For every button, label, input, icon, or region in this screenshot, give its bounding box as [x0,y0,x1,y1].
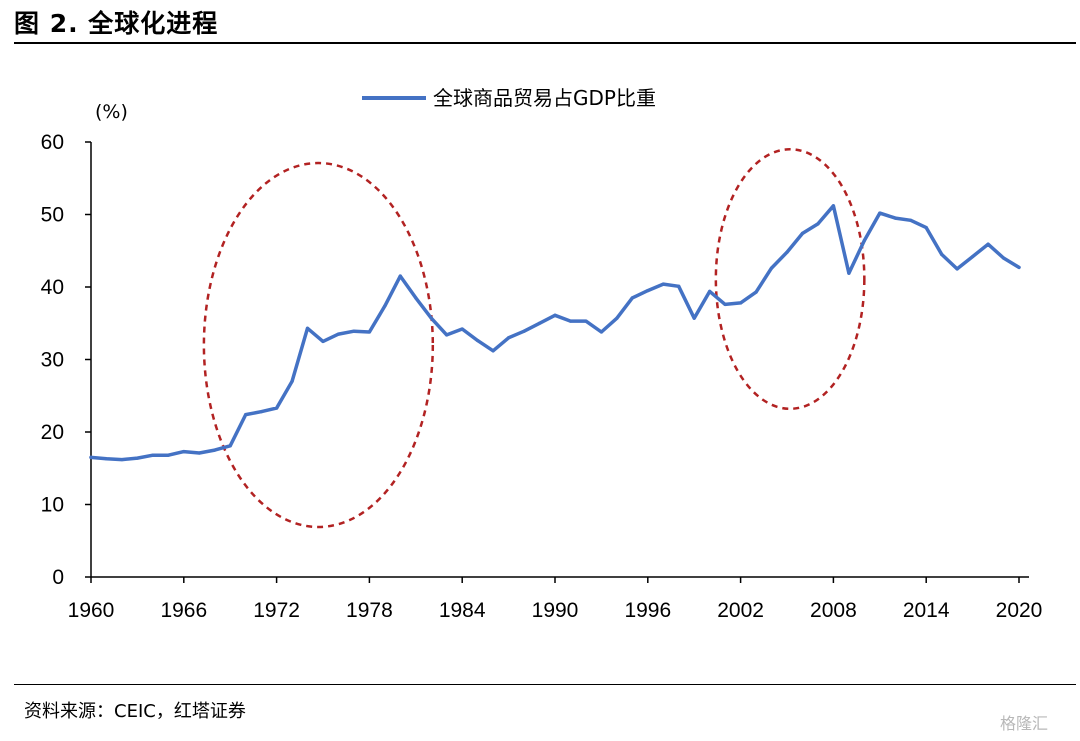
axes: 0 10 20 30 40 50 60 1960 1966 1972 1978 1984 1990 199… [41,131,1043,622]
data-point [677,284,681,288]
data-point [290,379,294,383]
x-tick-label: 1990 [532,599,579,622]
data-point [739,301,743,305]
x-tick-label: 2014 [903,599,950,622]
data-point [800,231,805,235]
data-point [1017,265,1021,270]
data-point [151,453,155,457]
data-point [507,336,511,340]
x-tick-label: 1960 [68,599,115,622]
x-tick-label: 2008 [810,599,857,622]
data-point [909,218,913,222]
series [89,204,1021,462]
data-point [1001,256,1006,260]
data-point [429,316,433,320]
data-point [321,339,325,343]
data-point [537,321,542,325]
data-point [862,239,866,243]
data-point [723,302,727,306]
data-point [785,250,789,254]
data-point [708,289,712,293]
data-point [491,349,495,353]
x-tick-label: 1966 [160,599,207,622]
y-tick-label: 10 [41,494,64,517]
data-point [847,271,851,275]
data-point [336,332,341,336]
data-point [182,449,186,454]
data-point [646,289,650,293]
data-point [213,448,217,452]
x-tick-label: 1996 [624,599,671,622]
annotations [202,148,866,529]
data-point [244,413,248,417]
data-point [275,406,279,410]
data-point [630,296,634,300]
data-point [398,274,402,278]
data-point [414,296,418,300]
y-tick-label: 60 [41,131,64,154]
y-tick-label: 20 [41,421,64,444]
data-point [584,319,588,323]
y-tick-label: 50 [41,204,64,227]
data-point [955,267,959,271]
data-point [259,410,263,414]
data-point [986,242,990,246]
data-point [522,329,526,333]
y-tick-label: 30 [41,349,64,372]
data-point [135,456,139,460]
series-line-1 [89,204,1021,462]
data-point [553,313,557,317]
line-chart: 0 10 20 30 40 50 60 1960 1966 1972 1978 1984 1990 199… [41,86,1043,622]
data-point [878,211,882,215]
x-tick-label: 2020 [996,599,1043,622]
data-point [120,457,124,462]
legend: 全球商品贸易占GDP比重 [362,86,656,110]
y-tick-label: 40 [41,276,64,299]
title-divider [14,42,1076,44]
data-point [104,457,109,461]
x-tick-label: 2002 [717,599,764,622]
x-tick-label: 1978 [346,599,393,622]
data-point [831,204,836,208]
data-point [599,330,604,334]
data-point [568,319,573,323]
figure-title: 图 2. 全球化进程 [14,9,219,38]
watermark-logo: 格隆汇 [1000,714,1049,733]
x-tick-label: 1972 [253,599,300,622]
data-point [940,252,944,256]
data-point [971,254,975,259]
data-point [476,339,480,343]
data-point [754,290,758,294]
data-point [893,216,897,220]
data-point [166,453,170,457]
source-divider [14,684,1076,685]
data-point [816,222,820,226]
highlight-ellipse-1 [202,161,435,529]
data-point [445,333,449,337]
data-point [383,304,387,308]
y-axis-unit-label: (%) [95,101,128,123]
legend-label: 全球商品贸易占GDP比重 [433,86,656,110]
data-point [352,329,356,333]
x-tick-label: 1984 [439,599,486,622]
source-note: 资料来源：CEIC，红塔证券 [24,701,246,722]
data-point [692,316,696,320]
data-point [661,282,665,286]
data-point [615,316,619,320]
highlight-ellipse-2 [714,148,866,411]
y-tick-label: 0 [52,566,64,589]
data-point [924,225,928,230]
data-point [228,444,232,448]
data-point [769,266,774,270]
data-point [460,327,464,331]
data-point [305,326,310,330]
data-point [367,330,371,334]
data-point [89,455,93,459]
data-point [197,451,201,455]
